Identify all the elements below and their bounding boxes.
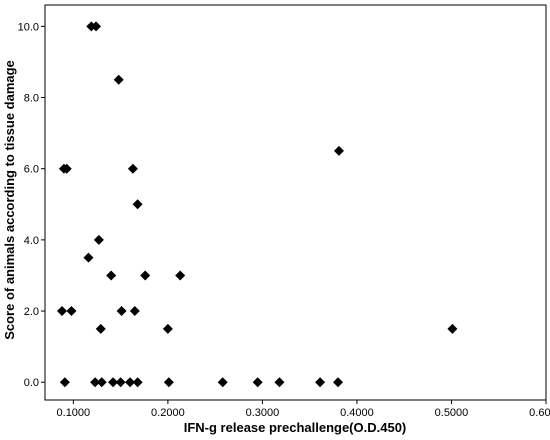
x-axis: 0.1000 0.2000 0.3000 0.4000 0.5000 0.6000 bbox=[57, 400, 550, 419]
data-points bbox=[57, 21, 458, 388]
data-point bbox=[57, 306, 68, 317]
data-point bbox=[116, 306, 127, 317]
data-point bbox=[108, 377, 119, 388]
data-point bbox=[125, 377, 136, 388]
data-point bbox=[333, 145, 344, 156]
data-point bbox=[113, 74, 124, 85]
y-tick-label: 2.0 bbox=[24, 306, 39, 318]
data-point bbox=[447, 323, 458, 334]
data-point bbox=[162, 323, 173, 334]
data-point bbox=[115, 377, 126, 388]
data-point bbox=[132, 377, 143, 388]
data-point bbox=[106, 270, 117, 281]
data-point bbox=[91, 21, 102, 32]
y-axis-title: Score of animals according to tissue dam… bbox=[2, 60, 17, 340]
data-point bbox=[127, 163, 138, 174]
x-tick-label: 0.6000 bbox=[529, 407, 550, 419]
y-tick-label: 4.0 bbox=[24, 235, 39, 247]
data-point bbox=[96, 377, 107, 388]
x-tick-label: 0.1000 bbox=[57, 407, 91, 419]
y-axis: 0.0 2.0 4.0 6.0 8.0 10.0 bbox=[18, 21, 45, 389]
data-point bbox=[66, 306, 77, 317]
data-point bbox=[95, 323, 106, 334]
data-point bbox=[129, 306, 140, 317]
data-point bbox=[175, 270, 186, 281]
data-point bbox=[90, 377, 101, 388]
data-point bbox=[61, 163, 72, 174]
data-point bbox=[274, 377, 285, 388]
x-tick-label: 0.2000 bbox=[151, 407, 185, 419]
data-point bbox=[83, 252, 94, 263]
y-tick-label: 10.0 bbox=[18, 21, 39, 33]
data-point bbox=[140, 270, 151, 281]
x-axis-title: IFN-g release prechallenge(O.D.450) bbox=[184, 420, 407, 435]
data-point bbox=[252, 377, 263, 388]
x-tick-label: 0.3000 bbox=[246, 407, 280, 419]
data-point bbox=[93, 234, 104, 245]
data-point bbox=[163, 377, 174, 388]
data-point bbox=[59, 377, 70, 388]
y-tick-label: 0.0 bbox=[24, 377, 39, 389]
y-tick-label: 8.0 bbox=[24, 93, 39, 105]
data-point bbox=[217, 377, 228, 388]
y-tick-label: 6.0 bbox=[24, 164, 39, 176]
data-point bbox=[333, 377, 344, 388]
x-tick-label: 0.5000 bbox=[435, 407, 469, 419]
data-point bbox=[132, 199, 143, 210]
plot-frame bbox=[44, 4, 547, 401]
data-point bbox=[315, 377, 326, 388]
x-tick-label: 0.4000 bbox=[340, 407, 374, 419]
